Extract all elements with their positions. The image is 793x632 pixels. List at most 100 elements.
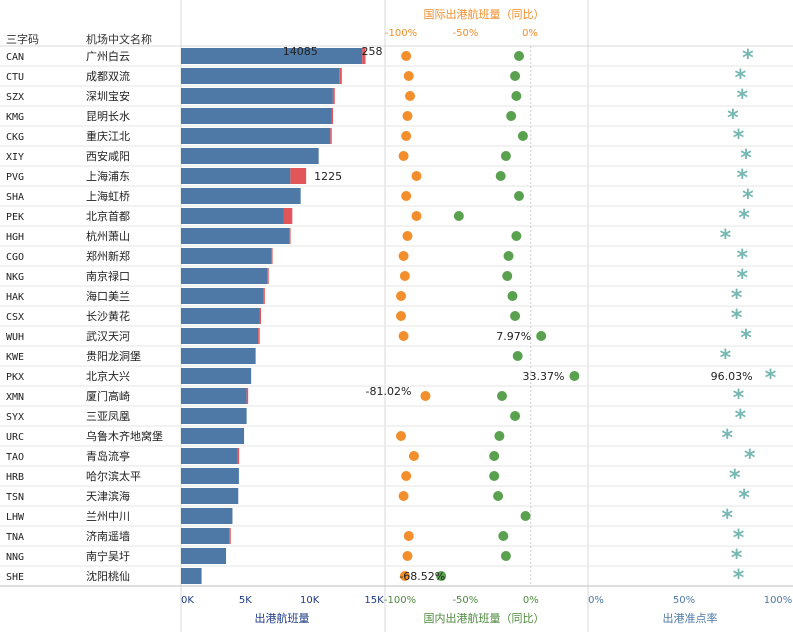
intl-yoy-dot	[398, 491, 409, 501]
airport-code: NKG	[6, 272, 24, 283]
ontime-star: *	[740, 326, 752, 351]
bar-intl	[237, 448, 240, 464]
bar-intl	[259, 308, 261, 324]
airport-code: PEK	[6, 212, 24, 223]
departures-tick-label: 10K	[300, 595, 320, 606]
rows-layer: CAN 广州白云 * CTU 成都双流 * SZX 深圳宝安 * KMG 昆明长水 * CKG 重庆江北 *…	[6, 45, 777, 591]
airport-code: SZX	[6, 92, 24, 103]
bar-intl	[271, 248, 273, 264]
bar-intl	[229, 528, 231, 544]
domestic-yoy-dot	[514, 191, 524, 201]
airport-code: HAK	[6, 292, 24, 303]
bar-domestic	[181, 208, 284, 224]
intl-yoy-dot	[399, 571, 410, 581]
bar-domestic	[181, 128, 331, 144]
intl-yoy-dot	[403, 71, 414, 81]
bar-domestic	[181, 168, 291, 184]
intl-yoy-dot	[402, 111, 413, 121]
domestic-yoy-dot	[506, 111, 517, 121]
domestic-yoy-dot	[536, 331, 547, 341]
ontime-tick-label: 50%	[673, 595, 695, 606]
domestic-tick-label: -50%	[452, 595, 478, 606]
ontime-star: *	[735, 406, 747, 431]
bar-intl	[331, 108, 334, 124]
ontime-star: *	[720, 346, 732, 371]
bar-intl	[258, 328, 260, 344]
intl-yoy-dot	[420, 391, 431, 401]
airport-code: WUH	[6, 332, 24, 343]
domestic-yoy-dot	[503, 251, 514, 261]
airport-code: TSN	[6, 492, 24, 503]
departures-tick-label: 15K	[364, 595, 384, 606]
departures-tick-label: 5K	[239, 595, 252, 606]
intl-yoy-dot	[399, 271, 410, 281]
bar-intl	[283, 208, 293, 224]
bar-domestic	[181, 468, 239, 484]
domestic-yoy-dot	[498, 531, 509, 541]
axis-layer: 出港航班量 国内出港航班量（同比） 出港准点率 -100% -50% 0% 0K 5K 1…	[181, 28, 792, 625]
airport-code: CGO	[6, 252, 24, 263]
ontime-star: *	[738, 206, 750, 231]
ontime-star: *	[733, 126, 745, 151]
airport-code: CTU	[6, 72, 24, 83]
airport-code: HGH	[6, 232, 24, 243]
bar-domestic	[181, 488, 239, 504]
data-label: 7.97%	[496, 330, 531, 343]
bar-domestic	[181, 188, 301, 204]
intl-yoy-dot	[396, 291, 406, 301]
ontime-star: *	[765, 366, 777, 391]
ontime-star: *	[729, 466, 741, 491]
data-label: 33.37%	[522, 370, 564, 383]
bar-domestic	[181, 388, 247, 404]
bar-domestic	[181, 448, 238, 464]
intl-yoy-dot	[402, 551, 413, 561]
airport-name: 西安咸阳	[86, 149, 130, 163]
bar-domestic	[181, 108, 332, 124]
bar-intl	[246, 388, 249, 404]
header-layer: 三字码 机场中文名称 国际出港航班量（同比）	[6, 7, 545, 46]
airport-name: 长沙黄花	[86, 309, 130, 323]
ontime-tick-label: 100%	[764, 595, 793, 606]
header-name: 机场中文名称	[86, 32, 152, 46]
bar-intl	[263, 288, 265, 304]
airport-name: 三亚凤凰	[86, 410, 130, 423]
bar-domestic	[181, 528, 230, 544]
bar-intl	[290, 168, 307, 184]
bar-domestic	[181, 248, 272, 264]
domestic-yoy-dot	[514, 51, 524, 61]
airport-name: 天津滨海	[86, 489, 130, 503]
bar-domestic	[181, 68, 340, 84]
domestic-yoy-dot	[436, 571, 447, 581]
bar-intl	[332, 88, 335, 104]
domestic-yoy-dot	[511, 91, 522, 101]
bar-domestic	[181, 568, 202, 584]
ontime-star: *	[737, 86, 749, 111]
airport-name: 哈尔滨太平	[86, 469, 141, 483]
airport-code: CSX	[6, 312, 24, 323]
bar-domestic	[181, 308, 260, 324]
domestic-axis-title: 国内出港航班量（同比）	[424, 611, 545, 625]
domestic-yoy-dot	[517, 131, 528, 141]
domestic-yoy-dot	[489, 451, 500, 461]
intl-tick-label: -100%	[385, 28, 417, 39]
intl-yoy-dot	[398, 251, 409, 261]
airport-code: PVG	[6, 172, 24, 183]
data-label: -68.52%	[399, 570, 445, 583]
ontime-star: *	[735, 66, 747, 91]
domestic-yoy-dot	[507, 291, 518, 301]
bar-domestic	[181, 48, 363, 64]
departures-tick-label: 0K	[181, 595, 194, 606]
intl-yoy-dot	[401, 131, 412, 141]
ontime-star: *	[742, 46, 754, 71]
data-label: 1225	[314, 170, 342, 183]
data-label: -81.02%	[366, 385, 412, 398]
airport-name: 海口美兰	[86, 289, 130, 303]
bar-domestic	[181, 328, 259, 344]
departures-axis-title: 出港航班量	[255, 611, 310, 625]
data-label: 96.03%	[711, 370, 753, 383]
header-code: 三字码	[6, 32, 39, 46]
airport-code: KMG	[6, 112, 24, 123]
airport-name: 武汉天河	[86, 330, 130, 343]
